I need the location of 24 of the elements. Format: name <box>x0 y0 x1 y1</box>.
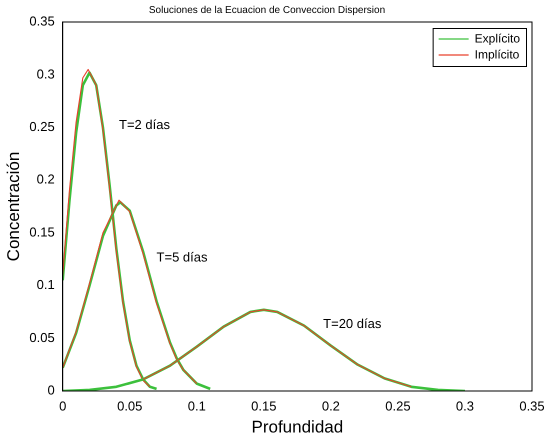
legend-label: Implícito <box>474 47 520 62</box>
y-tick-label: 0.15 <box>29 224 55 240</box>
chart-title: Soluciones de la Ecuacion de Conveccion Dispersion <box>148 4 386 16</box>
y-tick-label: 0 <box>47 382 55 398</box>
y-tick-label: 0.25 <box>29 119 55 134</box>
x-tick-label: 0.15 <box>251 398 276 414</box>
x-tick-label: 0.05 <box>117 398 142 414</box>
annotation: T=2 días <box>119 116 170 132</box>
x-tick-label: 0.25 <box>385 398 411 414</box>
annotation: T=5 días <box>156 250 208 265</box>
x-tick-label: 0.35 <box>519 398 545 414</box>
x-tick-label: 0 <box>59 398 66 414</box>
y-tick-label: 0.1 <box>36 277 55 292</box>
legend-label: Explícito <box>474 31 520 46</box>
y-tick-label: 0.05 <box>29 330 55 345</box>
y-tick-label: 0.35 <box>29 14 55 29</box>
x-axis-title: Profundidad <box>252 417 344 436</box>
y-axis-title: Concentración <box>4 152 23 262</box>
y-tick-label: 0.2 <box>36 172 55 187</box>
x-tick-label: 0.3 <box>456 398 474 414</box>
x-tick-label: 0.2 <box>322 398 340 414</box>
y-tick-label: 0.3 <box>36 66 55 82</box>
annotation: T=20 días <box>323 316 382 332</box>
x-tick-label: 0.1 <box>188 398 206 414</box>
